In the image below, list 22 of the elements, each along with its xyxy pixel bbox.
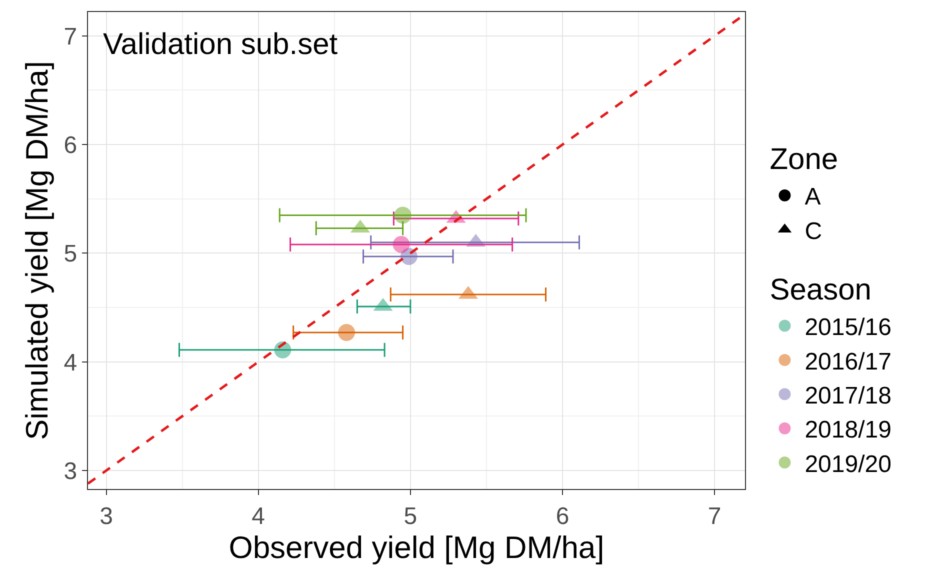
legend-label: 2019/20 — [804, 450, 892, 478]
text: Season — [770, 273, 872, 306]
legend-label: C — [804, 218, 822, 245]
x-tick-label: 4 — [252, 502, 266, 530]
legend-label: A — [804, 184, 821, 211]
y-tick-label: 7 — [64, 23, 78, 50]
y-tick-label: 5 — [64, 240, 78, 268]
legend-label: 2016/17 — [804, 348, 892, 376]
y-tick-label: 6 — [64, 132, 78, 159]
legend-label: 2015/16 — [804, 314, 892, 342]
x-tick-label: 6 — [556, 502, 570, 530]
x-axis-title: Observed yield [Mg DM/ha] — [228, 530, 604, 565]
text: Zone — [770, 142, 838, 176]
legend-label: 2017/18 — [804, 382, 892, 410]
legend-label: 2018/19 — [804, 416, 892, 444]
y-axis-title: Simulated yield [Mg DM/ha] — [19, 60, 54, 440]
y-tick-label: 4 — [64, 349, 78, 376]
x-tick-label: 3 — [100, 502, 113, 530]
annotation: Validation sub.set — [103, 28, 338, 61]
x-tick-label: 7 — [708, 502, 722, 530]
y-tick-label: 3 — [64, 458, 78, 485]
x-tick-label: 5 — [404, 502, 418, 530]
